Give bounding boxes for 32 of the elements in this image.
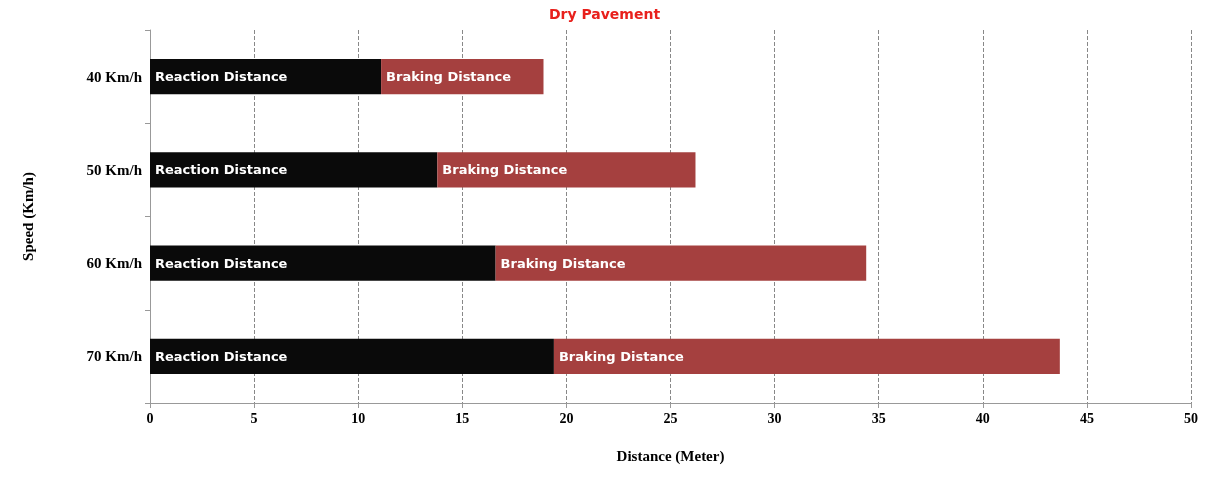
text: Braking Distance	[442, 162, 568, 178]
chart-title: Dry Pavement	[548, 6, 661, 22]
bar	[553, 338, 1060, 375]
x-tick-label: 35	[871, 410, 886, 426]
y-tick-label: 60 Km/h	[86, 255, 143, 272]
x-tick-label: 0	[146, 410, 154, 426]
series-label: Braking Distance	[386, 69, 512, 85]
x-tick-label: 50	[1184, 410, 1198, 426]
bar	[150, 245, 496, 281]
x-tick-label: 5	[250, 410, 258, 426]
x-tick-label: 40	[975, 410, 990, 426]
bar	[437, 152, 696, 188]
x-tick-label: 45	[1079, 410, 1094, 426]
y-tick-label: 70 Km/h	[86, 348, 143, 365]
bar	[150, 152, 438, 188]
text: Reaction Distance	[155, 255, 288, 271]
x-tick-label: 25	[663, 410, 678, 426]
text: Braking Distance	[558, 348, 684, 364]
x-tick-label: 10	[351, 410, 366, 426]
text: Braking Distance	[500, 255, 626, 271]
bar	[150, 338, 554, 375]
x-tick-label: 20	[559, 410, 574, 426]
bar	[495, 245, 867, 281]
series-label: Reaction Distance	[155, 69, 288, 85]
y-axis-title: Speed (Km/h)	[19, 172, 37, 261]
text: Reaction Distance	[155, 162, 288, 178]
x-tick-label: 30	[767, 410, 782, 426]
x-tick-label: 15	[455, 410, 470, 426]
x-axis-title: Distance (Meter)	[616, 447, 725, 465]
y-tick-label: 40 Km/h	[86, 68, 143, 85]
y-tick-label: 50 Km/h	[86, 161, 143, 178]
text: Reaction Distance	[155, 348, 288, 364]
